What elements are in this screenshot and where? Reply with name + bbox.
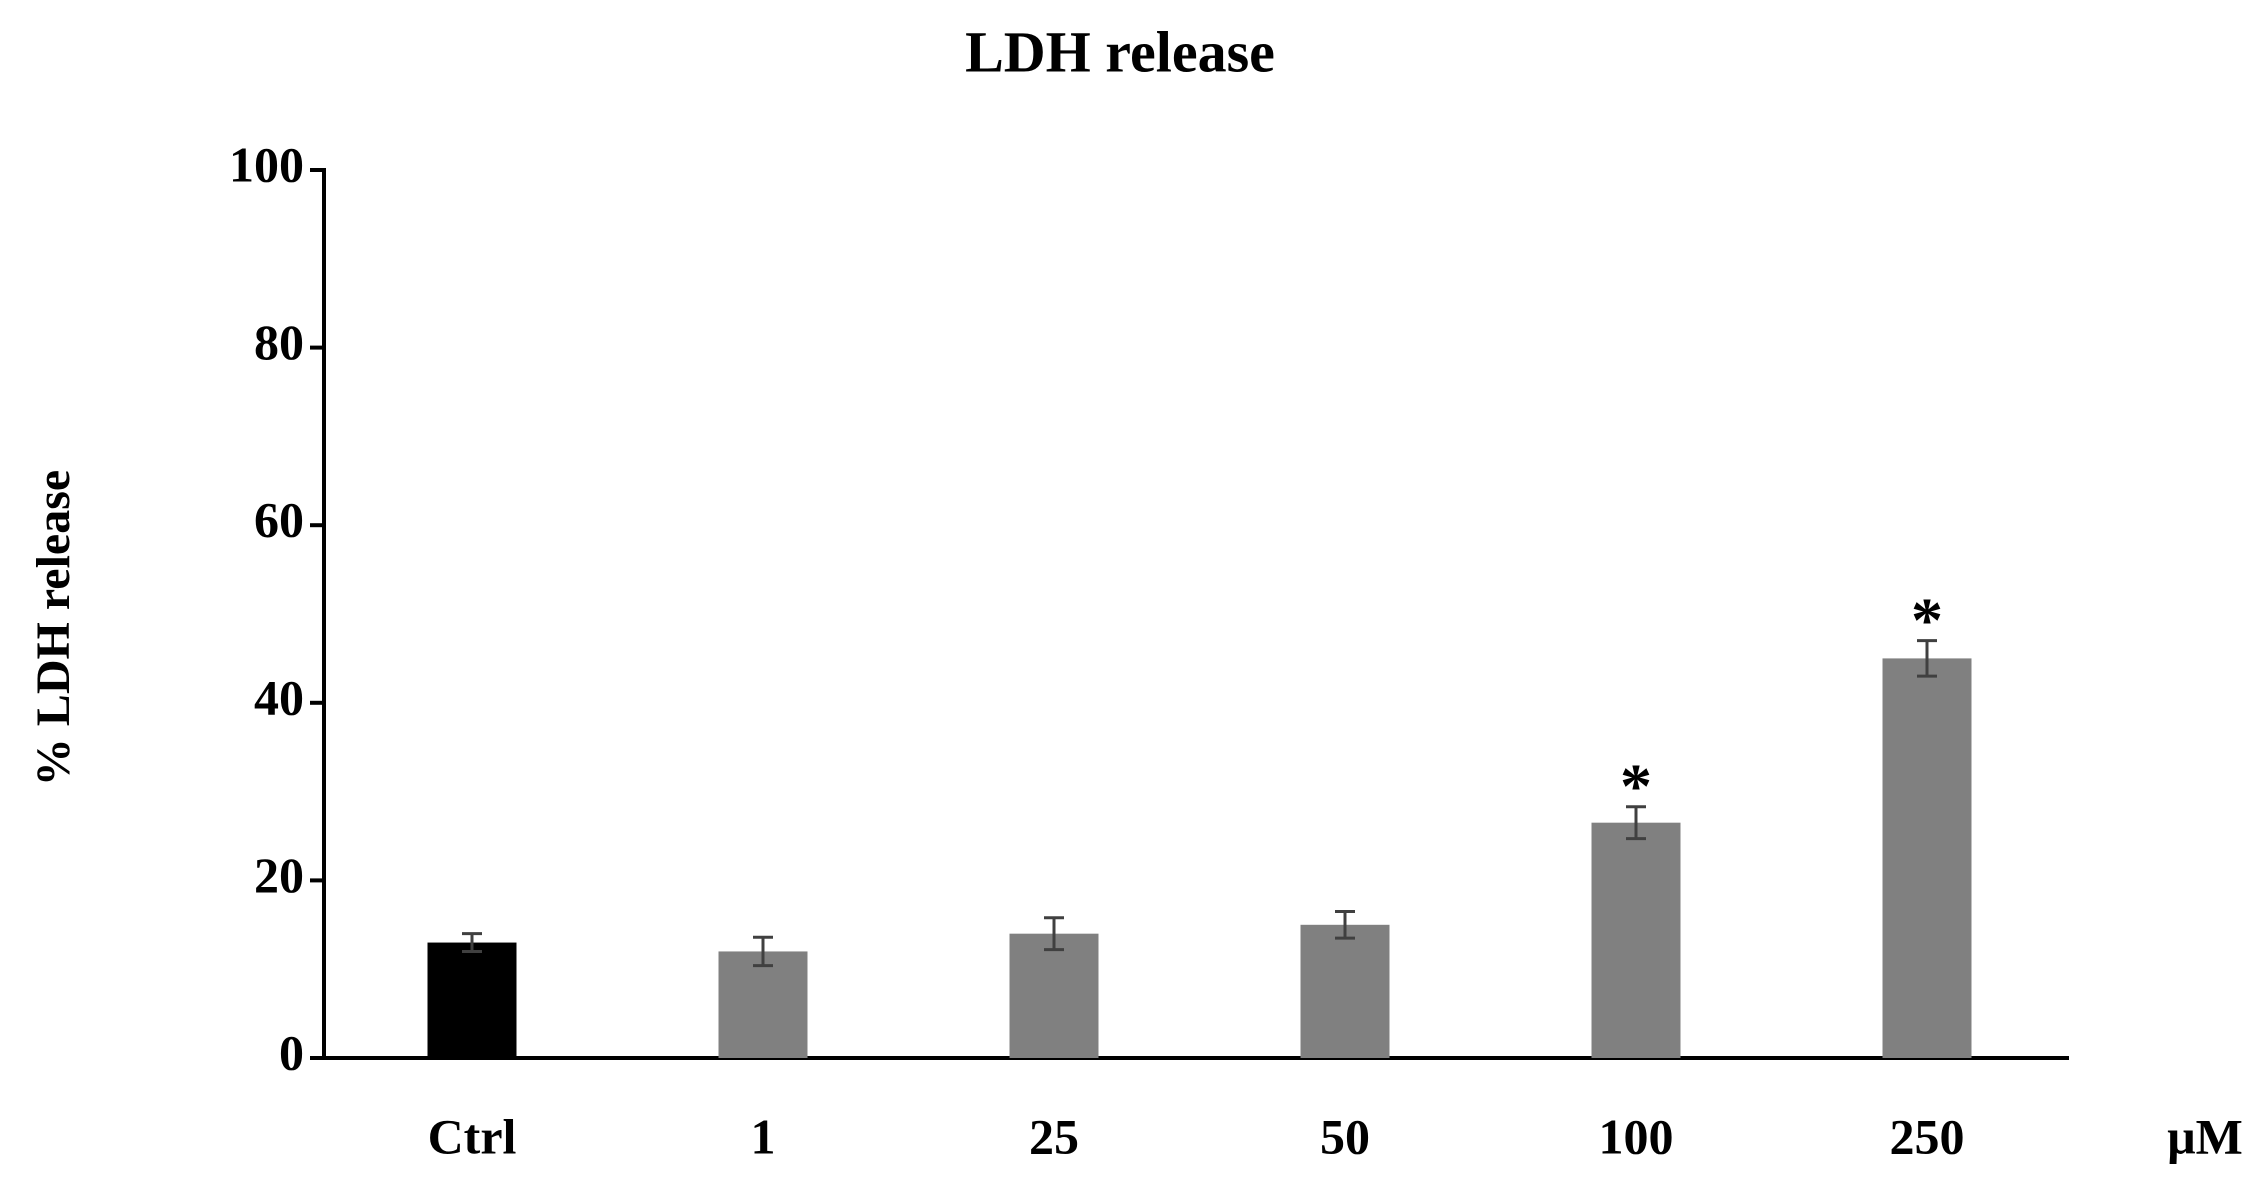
error-bar — [1335, 909, 1355, 940]
bar — [427, 942, 517, 1058]
y-tick-label: 80 — [254, 314, 304, 370]
bar — [718, 951, 808, 1058]
x-tick-label: 1 — [751, 1108, 776, 1164]
error-bar — [1044, 916, 1064, 952]
bar — [1591, 822, 1681, 1058]
y-axis-label: % LDH release — [27, 470, 80, 786]
error-bar — [1626, 805, 1646, 841]
y-tick-label: 40 — [254, 669, 304, 725]
y-tick-label: 0 — [279, 1024, 304, 1080]
y-tick-label: 100 — [229, 136, 304, 192]
error-bar — [1917, 639, 1937, 678]
x-tick-label: Ctrl — [428, 1108, 517, 1164]
x-tick-label: 25 — [1029, 1108, 1079, 1164]
y-tick-label: 60 — [254, 492, 304, 548]
x-axis-label: μM — [2167, 1108, 2243, 1164]
bar — [1009, 933, 1099, 1058]
error-bar — [753, 935, 773, 968]
bar — [1882, 658, 1972, 1058]
x-tick-label: 100 — [1599, 1108, 1674, 1164]
x-tick-label: 250 — [1890, 1108, 1965, 1164]
error-bar — [462, 932, 482, 953]
y-tick-label: 20 — [254, 847, 304, 903]
significance-mark: * — [1620, 750, 1652, 821]
x-tick-label: 50 — [1320, 1108, 1370, 1164]
significance-mark: * — [1911, 584, 1943, 655]
bar — [1300, 924, 1390, 1058]
chart-title: LDH release — [965, 19, 1275, 84]
